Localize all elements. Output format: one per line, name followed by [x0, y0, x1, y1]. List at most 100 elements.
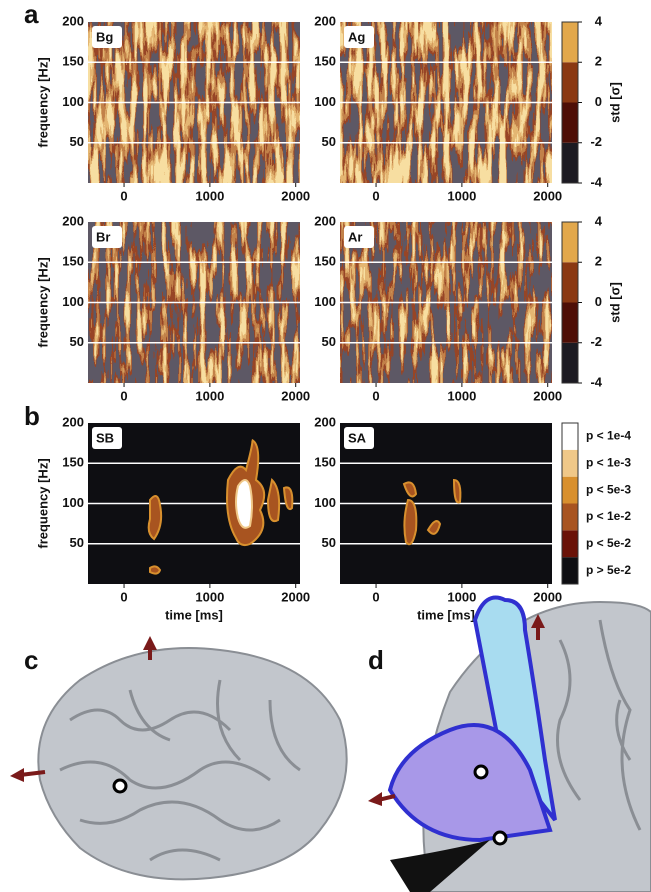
x-tick-label: 2000 [281, 188, 310, 203]
colorbar-band [562, 262, 578, 303]
y-tick-label: 150 [314, 254, 336, 269]
legend-label: p < 1e-4 [586, 429, 631, 443]
y-tick-label: 100 [314, 294, 336, 309]
colorbar-band [562, 102, 578, 143]
colorbar-tick-label: -4 [590, 174, 602, 189]
y-tick-label: 150 [314, 54, 336, 69]
x-tick-label: 1000 [195, 589, 224, 604]
y-tick-label: 150 [314, 455, 336, 470]
label-box [92, 26, 122, 48]
legend-swatch [562, 557, 578, 584]
y-axis-label: frequency [Hz] [35, 257, 50, 347]
label-box [92, 427, 122, 449]
brain-c [10, 636, 348, 881]
y-tick-label: 200 [314, 414, 336, 429]
y-tick-label: 50 [322, 134, 336, 149]
x-tick-label: 0 [120, 188, 127, 203]
x-tick-label: 2000 [281, 589, 310, 604]
colorbar-band [562, 22, 578, 63]
colorbar-band [562, 62, 578, 103]
colorbar-band [562, 342, 578, 383]
panel-label: Br [96, 229, 110, 244]
y-tick-label: 200 [62, 414, 84, 429]
y-tick-label: 100 [62, 495, 84, 510]
y-tick-label: 150 [62, 54, 84, 69]
panel-letter: d [368, 645, 384, 675]
legend-frame [561, 422, 579, 585]
y-tick-label: 50 [322, 334, 336, 349]
x-tick-label: 0 [372, 388, 379, 403]
legend-label: p > 5e-2 [586, 563, 631, 577]
y-tick-label: 200 [314, 13, 336, 28]
x-tick-label: 1000 [447, 188, 476, 203]
y-tick-label: 100 [62, 94, 84, 109]
brain-d [368, 595, 651, 892]
legend-label: p < 1e-3 [586, 455, 631, 469]
panel-label: SA [348, 430, 367, 445]
label-box [344, 226, 374, 248]
colorbar-band [562, 142, 578, 183]
x-tick-label: 2000 [533, 188, 562, 203]
colorbar-tick-label: 2 [595, 254, 602, 269]
x-tick-label: 0 [372, 188, 379, 203]
y-tick-label: 200 [314, 213, 336, 228]
colorbar-tick-label: 0 [595, 294, 602, 309]
legend-label: p < 1e-2 [586, 509, 631, 523]
y-tick-label: 50 [322, 535, 336, 550]
y-tick-label: 100 [314, 495, 336, 510]
panel-label: Ag [348, 29, 365, 44]
x-tick-label: 0 [120, 388, 127, 403]
legend-label: p < 5e-2 [586, 536, 631, 550]
label-box [92, 226, 122, 248]
significance-core [235, 479, 253, 529]
y-tick-label: 200 [62, 213, 84, 228]
y-tick-label: 100 [314, 94, 336, 109]
x-tick-label: 1000 [195, 188, 224, 203]
colorbar-band [562, 222, 578, 263]
x-tick-label: 1000 [447, 589, 476, 604]
x-axis-label: time [ms] [165, 607, 223, 622]
x-tick-label: 0 [120, 589, 127, 604]
panel-label: SB [96, 430, 114, 445]
colorbar-tick-label: 4 [595, 213, 603, 228]
y-tick-label: 200 [62, 13, 84, 28]
x-tick-label: 0 [372, 589, 379, 604]
colorbar-tick-label: 0 [595, 94, 602, 109]
legend-swatch [562, 503, 578, 531]
y-tick-label: 150 [62, 254, 84, 269]
colorbar-tick-label: 2 [595, 54, 602, 69]
y-tick-label: 50 [70, 334, 84, 349]
colorbar-tick-label: 4 [595, 13, 603, 28]
y-axis-label: frequency [Hz] [35, 458, 50, 548]
y-axis-label: frequency [Hz] [35, 57, 50, 147]
x-axis-label: time [ms] [417, 607, 475, 622]
panel-label: Ar [348, 229, 362, 244]
colorbar-band [562, 302, 578, 343]
panel-label: Bg [96, 29, 113, 44]
x-tick-label: 1000 [195, 388, 224, 403]
label-box [344, 427, 374, 449]
legend-swatch [562, 476, 578, 504]
legend-label: p < 5e-3 [586, 482, 631, 496]
legend-swatch [562, 423, 578, 450]
colorbar-tick-label: -4 [590, 374, 602, 389]
panel-letter: a [24, 0, 39, 29]
colorbar-tick-label: -2 [590, 334, 602, 349]
x-tick-label: 2000 [281, 388, 310, 403]
legend-swatch [562, 530, 578, 558]
y-tick-label: 150 [62, 455, 84, 470]
x-tick-label: 2000 [533, 589, 562, 604]
y-tick-label: 100 [62, 294, 84, 309]
y-tick-label: 50 [70, 134, 84, 149]
panel-letter: c [24, 645, 38, 675]
colorbar-label: std [σ] [607, 282, 622, 323]
colorbar-label: std [σ] [607, 82, 622, 123]
panel-letter: b [24, 401, 40, 431]
legend-swatch [562, 449, 578, 477]
label-box [344, 26, 374, 48]
x-tick-label: 1000 [447, 388, 476, 403]
x-tick-label: 2000 [533, 388, 562, 403]
y-tick-label: 50 [70, 535, 84, 550]
